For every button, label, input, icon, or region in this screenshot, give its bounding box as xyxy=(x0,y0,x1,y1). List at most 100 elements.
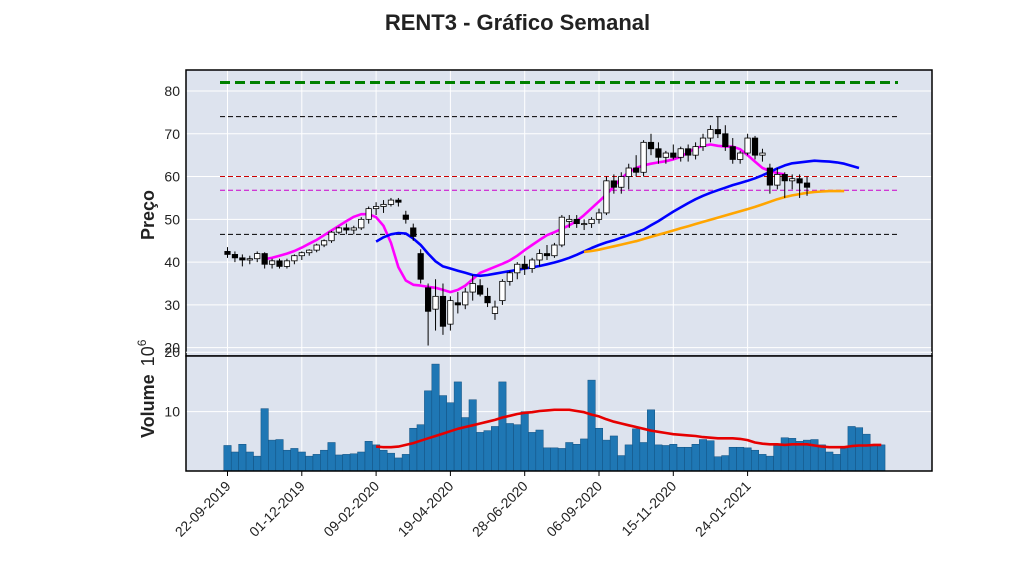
candle-body xyxy=(685,148,692,156)
price-panel: 20 30 40 50 60 70 80 Preço xyxy=(138,69,933,357)
volume-bar xyxy=(699,439,707,472)
volume-bar xyxy=(795,441,804,472)
candle-body xyxy=(395,199,402,203)
candle-body xyxy=(276,260,283,267)
volume-bar xyxy=(394,457,403,472)
candle-body xyxy=(566,218,573,222)
volume-bar xyxy=(691,444,700,472)
volume-bars xyxy=(223,363,886,472)
candle-body xyxy=(551,244,558,257)
candle-body xyxy=(737,152,744,160)
volume-bar xyxy=(825,451,834,472)
candle-body xyxy=(283,260,291,267)
candle-body xyxy=(774,174,781,186)
volume-bar xyxy=(855,427,864,472)
volume-bar xyxy=(386,452,395,472)
candle-body xyxy=(707,129,714,139)
volume-bar xyxy=(550,447,559,472)
candle-body xyxy=(380,203,387,207)
volume-bar xyxy=(736,446,745,472)
candle-body xyxy=(313,244,320,251)
volume-bar xyxy=(364,441,373,472)
candle-body xyxy=(335,227,343,233)
volume-bar xyxy=(721,455,730,472)
volume-bar xyxy=(275,439,284,472)
volume-bar xyxy=(684,446,693,472)
volume-tick-label: 10 xyxy=(164,404,180,420)
volume-bar xyxy=(595,427,603,472)
volume-bar xyxy=(431,363,440,472)
candle-body xyxy=(789,178,796,182)
candle-body xyxy=(462,291,469,306)
candle-body xyxy=(417,253,424,280)
volume-bar xyxy=(773,445,782,472)
candle-body xyxy=(224,251,231,255)
candle-body xyxy=(647,141,655,150)
candle-body xyxy=(543,253,551,257)
volume-bar xyxy=(379,449,388,472)
volume-bar xyxy=(290,448,299,472)
volume-bar xyxy=(334,454,343,472)
price-y-ticks: 20 30 40 50 60 70 80 xyxy=(164,83,180,356)
candle-body xyxy=(254,253,261,260)
volume-bar xyxy=(609,435,618,472)
volume-bar xyxy=(528,432,537,472)
candle-body xyxy=(328,231,335,242)
candle-body xyxy=(350,227,357,231)
volume-moving-average-line xyxy=(375,408,882,449)
x-tick-label: 09-02-2020 xyxy=(320,478,382,540)
candle-body xyxy=(610,180,617,188)
x-tick-label: 06-09-2020 xyxy=(543,478,605,540)
candle-body xyxy=(766,167,773,186)
moving-average-line xyxy=(375,159,860,278)
candle-body xyxy=(573,218,580,225)
candle-body xyxy=(744,137,751,154)
candle-body xyxy=(491,306,499,314)
volume-bar xyxy=(327,442,336,472)
volume-bar xyxy=(349,453,358,472)
x-tick-label: 24-01-2021 xyxy=(692,478,754,540)
candle-body xyxy=(588,218,595,225)
volume-bar xyxy=(535,429,544,472)
volume-bar xyxy=(624,444,633,472)
volume-bar xyxy=(758,454,767,472)
volume-bar xyxy=(238,444,247,472)
volume-bar xyxy=(877,444,886,472)
volume-bar xyxy=(297,451,306,472)
candle-body xyxy=(469,283,476,293)
candle-body xyxy=(633,167,640,173)
candle-body xyxy=(477,285,484,295)
price-tick-label: 80 xyxy=(164,83,180,99)
x-tick-label: 01-12-2019 xyxy=(246,478,308,540)
volume-bar xyxy=(476,432,485,472)
candle-body xyxy=(246,258,253,261)
candle-body xyxy=(514,263,521,274)
volume-bar xyxy=(847,426,856,472)
volume-bar xyxy=(453,381,462,472)
volume-axis-label-text: Volume xyxy=(138,374,158,438)
volume-bar xyxy=(654,444,663,472)
volume-bar xyxy=(557,448,566,472)
candle-body xyxy=(699,137,707,148)
price-axis-label: Preço xyxy=(138,190,158,240)
x-tick-label: 15-11-2020 xyxy=(618,478,679,539)
price-tick-label: 70 xyxy=(164,126,180,142)
moving-average-line xyxy=(583,189,845,254)
volume-axis-exponent-base: 10 xyxy=(138,346,158,366)
volume-bar xyxy=(632,428,641,472)
candle-body xyxy=(454,302,461,306)
volume-bar xyxy=(572,444,581,472)
price-tick-label: 60 xyxy=(164,169,180,185)
volume-axis-label: Volume 106 xyxy=(135,339,158,438)
x-axis-ticks: 22-09-2019 01-12-2019 09-02-2020 19-04-2020… xyxy=(172,471,754,540)
volume-bar xyxy=(751,449,759,472)
candle-body xyxy=(387,199,395,205)
volume-bar xyxy=(513,424,522,472)
price-candles xyxy=(224,116,811,346)
candle-body xyxy=(692,146,699,156)
candle-body xyxy=(781,174,788,182)
volume-bar xyxy=(312,454,321,472)
volume-bar xyxy=(372,444,381,472)
volume-bar xyxy=(713,456,722,472)
